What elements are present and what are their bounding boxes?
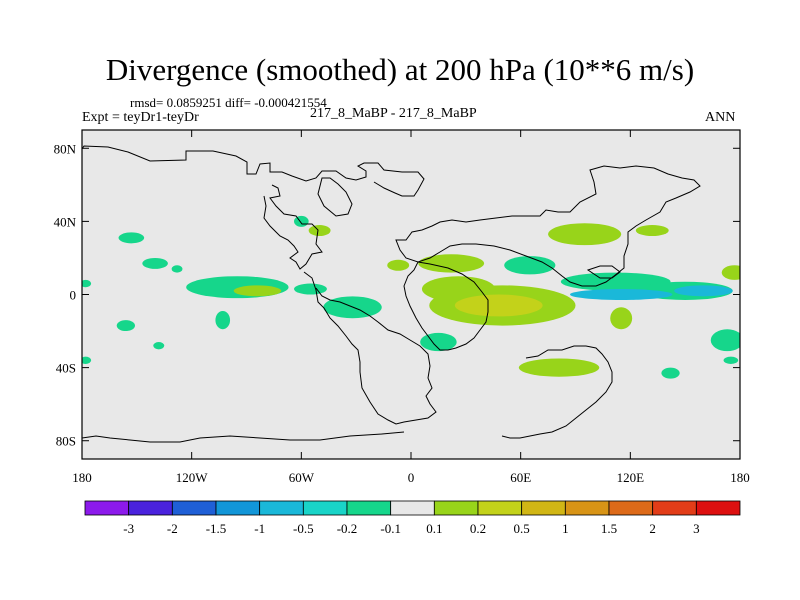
- y-tick-label-1: 40N: [54, 214, 77, 229]
- colorbar-swatch-5: [302, 500, 348, 516]
- colorbar-label-6: -0.1: [380, 521, 401, 536]
- south-america-coast: [303, 271, 437, 425]
- colorbar-swatch-3: [215, 500, 261, 516]
- x-tick-label-0: 180: [72, 470, 92, 485]
- colorbar-swatch-6: [346, 500, 392, 516]
- x-axis: 180 120W 60W 0 60E 120E 180: [72, 130, 750, 485]
- case-label: 217_8_MaBP - 217_8_MaBP: [310, 106, 477, 121]
- colorbar: -3 -2 -1.5 -1 -0.5 -0.2 -0.1 0.1 0.2 0.5 1 1.5 2 3: [84, 500, 741, 536]
- contour-fills: [82, 215, 740, 379]
- contour-region-2: [171, 265, 183, 273]
- contour-region-32: [723, 356, 739, 364]
- contour-region-30: [82, 279, 92, 288]
- contour-region-4: [233, 285, 282, 297]
- contour-region-5: [215, 310, 231, 330]
- x-tick-label-5: 120E: [617, 470, 645, 485]
- contour-region-19: [548, 223, 622, 246]
- colorbar-swatch-0: [84, 500, 130, 516]
- contour-region-11: [294, 215, 309, 227]
- contour-region-18: [504, 256, 556, 275]
- colorbar-label-1: -2: [167, 521, 178, 536]
- contour-region-8: [294, 283, 327, 295]
- y-tick-label-0: 80N: [54, 141, 77, 156]
- x-tick-label-4: 60E: [510, 470, 531, 485]
- greenland-coast: [317, 177, 353, 217]
- maritime-continent-coast: [586, 265, 621, 279]
- contour-region-20: [635, 225, 669, 237]
- colorbar-label-0: -3: [123, 521, 134, 536]
- contour-region-29: [661, 367, 680, 379]
- colorbar-label-2: -1.5: [206, 521, 227, 536]
- colorbar-swatch-14: [695, 500, 741, 516]
- y-axis: 80N 40N 0 40S 80S: [54, 141, 740, 449]
- y-tick-label-2: 0: [70, 288, 77, 303]
- y-tick-label-4: 80S: [56, 434, 76, 449]
- x-tick-label-3: 0: [408, 470, 415, 485]
- contour-region-28: [710, 329, 740, 352]
- contour-region-23: [570, 289, 673, 300]
- colorbar-swatch-2: [171, 500, 217, 516]
- contour-region-26: [518, 358, 600, 377]
- colorbar-swatch-12: [608, 500, 654, 516]
- colorbar-label-9: 0.5: [514, 521, 530, 536]
- contour-region-24: [674, 285, 733, 297]
- season-label: ANN: [705, 110, 736, 125]
- contour-region-0: [118, 232, 145, 244]
- colorbar-swatch-13: [652, 500, 697, 516]
- colorbar-swatch-8: [433, 500, 479, 516]
- colorbar-swatch-4: [259, 500, 304, 516]
- contour-region-1: [142, 257, 168, 269]
- eurasia-coast: [395, 165, 701, 287]
- colorbar-label-13: 3: [693, 521, 700, 536]
- colorbar-label-7: 0.1: [426, 521, 442, 536]
- colorbar-swatch-9: [477, 500, 523, 516]
- colorbar-label-10: 1: [562, 521, 569, 536]
- australia-coast: [501, 345, 613, 439]
- north-america-coast: [263, 184, 323, 270]
- coastline-outline: [82, 145, 701, 443]
- colorbar-label-3: -1: [254, 521, 265, 536]
- x-tick-label-6: 180: [730, 470, 750, 485]
- colorbar-swatch-1: [128, 500, 173, 516]
- contour-region-27: [721, 265, 740, 280]
- y-tick-label-3: 40S: [56, 361, 76, 376]
- colorbar-label-11: 1.5: [601, 521, 617, 536]
- x-tick-label-1: 120W: [176, 470, 209, 485]
- colorbar-label-8: 0.2: [470, 521, 486, 536]
- colorbar-swatch-7: [390, 500, 435, 516]
- x-tick-label-2: 60W: [289, 470, 315, 485]
- contour-region-25: [610, 307, 633, 330]
- africa-coast: [403, 261, 489, 351]
- contour-region-7: [153, 342, 165, 350]
- experiment-label: Expt = teyDr1-teyDr: [82, 110, 199, 125]
- colorbar-label-5: -0.2: [337, 521, 358, 536]
- contour-region-10: [308, 225, 331, 237]
- contour-region-6: [116, 320, 136, 332]
- contour-region-12: [387, 259, 410, 271]
- colorbar-label-4: -0.5: [293, 521, 314, 536]
- contour-region-13: [418, 254, 485, 273]
- colorbar-swatch-10: [521, 500, 566, 516]
- colorbar-swatch-11: [564, 500, 610, 516]
- rmsd-diff-stats: rmsd= 0.0859251 diff= -0.000421554: [130, 95, 327, 110]
- chart-title: Divergence (smoothed) at 200 hPa (10**6 …: [105, 52, 695, 87]
- contour-region-16: [454, 294, 543, 317]
- contour-region-31: [82, 356, 92, 364]
- colorbar-label-12: 2: [649, 521, 656, 536]
- antarctic-coast: [82, 431, 405, 443]
- north-polar-coast: [82, 145, 425, 197]
